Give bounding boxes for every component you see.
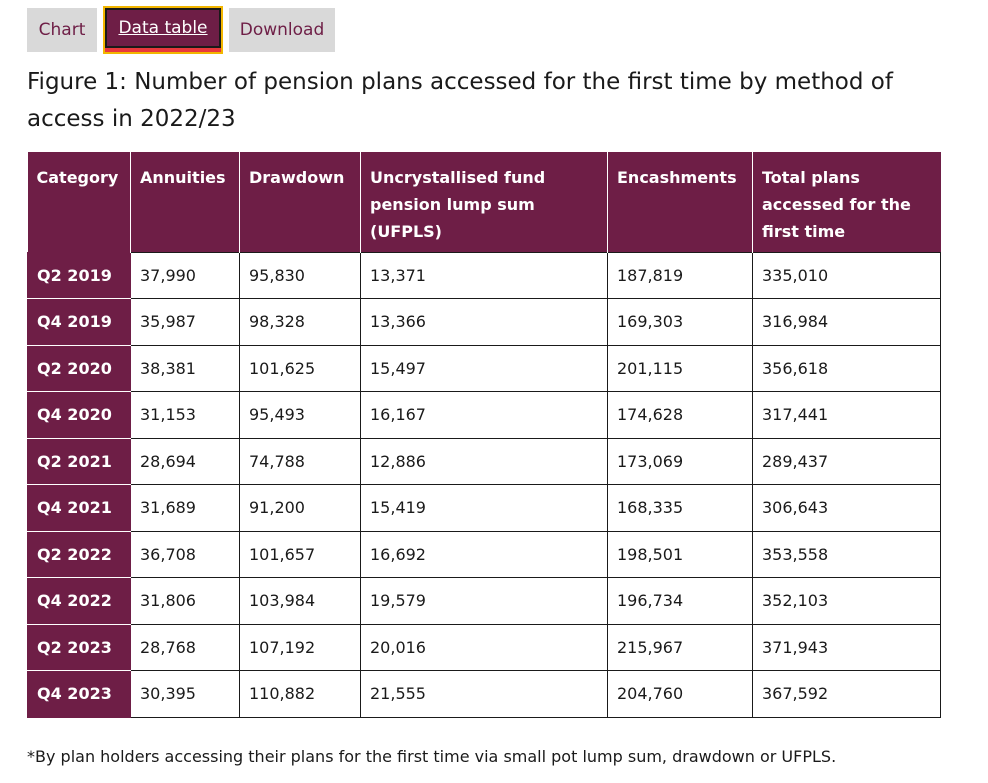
cell-total: 356,618 — [752, 344, 941, 392]
data-table: Category Annuities Drawdown Uncrystallis… — [27, 152, 941, 718]
cell-total: 367,592 — [752, 670, 941, 718]
cell-ufpls: 15,419 — [360, 484, 608, 532]
header-drawdown: Drawdown — [239, 152, 361, 252]
table-row: Q4 2021 31,689 91,200 15,419 168,335 306… — [27, 484, 941, 532]
tab-data-table[interactable]: Data table — [103, 6, 223, 54]
row-category: Q4 2021 — [27, 484, 131, 532]
cell-drawdown: 107,192 — [239, 623, 361, 671]
cell-ufpls: 20,016 — [360, 623, 608, 671]
table-row: Q2 2023 28,768 107,192 20,016 215,967 37… — [27, 623, 941, 671]
cell-annuities: 28,694 — [130, 437, 240, 485]
table-row: Q4 2023 30,395 110,882 21,555 204,760 36… — [27, 670, 941, 718]
table-row: Q2 2019 37,990 95,830 13,371 187,819 335… — [27, 251, 941, 299]
header-category: Category — [27, 152, 131, 252]
cell-ufpls: 19,579 — [360, 577, 608, 625]
cell-total: 289,437 — [752, 437, 941, 485]
cell-encashments: 215,967 — [607, 623, 753, 671]
header-annuities: Annuities — [130, 152, 240, 252]
cell-encashments: 198,501 — [607, 530, 753, 578]
cell-ufpls: 12,886 — [360, 437, 608, 485]
cell-annuities: 28,768 — [130, 623, 240, 671]
cell-encashments: 173,069 — [607, 437, 753, 485]
cell-ufpls: 16,167 — [360, 391, 608, 439]
cell-ufpls: 13,371 — [360, 251, 608, 299]
tab-download[interactable]: Download — [229, 8, 335, 52]
cell-annuities: 35,987 — [130, 298, 240, 346]
row-category: Q2 2021 — [27, 437, 131, 485]
header-ufpls: Uncrystallised fund pension lump sum (UF… — [360, 152, 608, 252]
header-total: Total plans accessed for the first time — [752, 152, 941, 252]
row-category: Q4 2023 — [27, 670, 131, 718]
cell-encashments: 174,628 — [607, 391, 753, 439]
cell-total: 352,103 — [752, 577, 941, 625]
table-row: Q4 2020 31,153 95,493 16,167 174,628 317… — [27, 391, 941, 439]
cell-drawdown: 110,882 — [239, 670, 361, 718]
cell-drawdown: 101,625 — [239, 344, 361, 392]
cell-annuities: 31,153 — [130, 391, 240, 439]
cell-ufpls: 15,497 — [360, 344, 608, 392]
row-category: Q2 2019 — [27, 251, 131, 299]
cell-annuities: 30,395 — [130, 670, 240, 718]
view-tabs: Chart Data table Download — [27, 6, 343, 54]
cell-drawdown: 91,200 — [239, 484, 361, 532]
table-body: Q2 2019 37,990 95,830 13,371 187,819 335… — [27, 251, 941, 718]
cell-ufpls: 16,692 — [360, 530, 608, 578]
cell-encashments: 168,335 — [607, 484, 753, 532]
row-category: Q4 2019 — [27, 298, 131, 346]
cell-total: 371,943 — [752, 623, 941, 671]
cell-encashments: 187,819 — [607, 251, 753, 299]
cell-total: 335,010 — [752, 251, 941, 299]
cell-total: 306,643 — [752, 484, 941, 532]
cell-ufpls: 21,555 — [360, 670, 608, 718]
cell-drawdown: 98,328 — [239, 298, 361, 346]
cell-encashments: 204,760 — [607, 670, 753, 718]
table-row: Q4 2019 35,987 98,328 13,366 169,303 316… — [27, 298, 941, 346]
cell-encashments: 169,303 — [607, 298, 753, 346]
cell-total: 316,984 — [752, 298, 941, 346]
tab-chart[interactable]: Chart — [27, 8, 97, 52]
cell-encashments: 196,734 — [607, 577, 753, 625]
table-row: Q4 2022 31,806 103,984 19,579 196,734 35… — [27, 577, 941, 625]
table-header-row: Category Annuities Drawdown Uncrystallis… — [27, 152, 941, 252]
cell-annuities: 37,990 — [130, 251, 240, 299]
footnote: *By plan holders accessing their plans f… — [27, 747, 837, 766]
cell-annuities: 31,689 — [130, 484, 240, 532]
row-category: Q2 2022 — [27, 530, 131, 578]
table-row: Q2 2022 36,708 101,657 16,692 198,501 35… — [27, 530, 941, 578]
cell-drawdown: 95,830 — [239, 251, 361, 299]
cell-ufpls: 13,366 — [360, 298, 608, 346]
table-row: Q2 2020 38,381 101,625 15,497 201,115 35… — [27, 344, 941, 392]
row-category: Q4 2020 — [27, 391, 131, 439]
cell-annuities: 38,381 — [130, 344, 240, 392]
cell-annuities: 36,708 — [130, 530, 240, 578]
header-encashments: Encashments — [607, 152, 753, 252]
figure-title: Figure 1: Number of pension plans access… — [27, 69, 893, 132]
cell-total: 353,558 — [752, 530, 941, 578]
cell-drawdown: 74,788 — [239, 437, 361, 485]
row-category: Q2 2020 — [27, 344, 131, 392]
cell-encashments: 201,115 — [607, 344, 753, 392]
cell-drawdown: 103,984 — [239, 577, 361, 625]
row-category: Q4 2022 — [27, 577, 131, 625]
table-row: Q2 2021 28,694 74,788 12,886 173,069 289… — [27, 437, 941, 485]
row-category: Q2 2023 — [27, 623, 131, 671]
cell-total: 317,441 — [752, 391, 941, 439]
cell-annuities: 31,806 — [130, 577, 240, 625]
cell-drawdown: 101,657 — [239, 530, 361, 578]
cell-drawdown: 95,493 — [239, 391, 361, 439]
